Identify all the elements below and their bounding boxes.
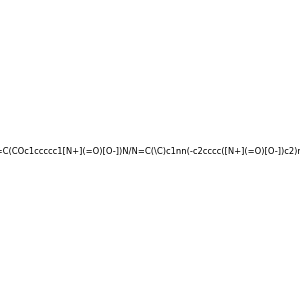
- Text: O=C(COc1ccccc1[N+](=O)[O-])N/N=C(\C)c1nn(-c2cccc([N+](=O)[O-])c2)nc1C: O=C(COc1ccccc1[N+](=O)[O-])N/N=C(\C)c1nn…: [0, 147, 300, 156]
